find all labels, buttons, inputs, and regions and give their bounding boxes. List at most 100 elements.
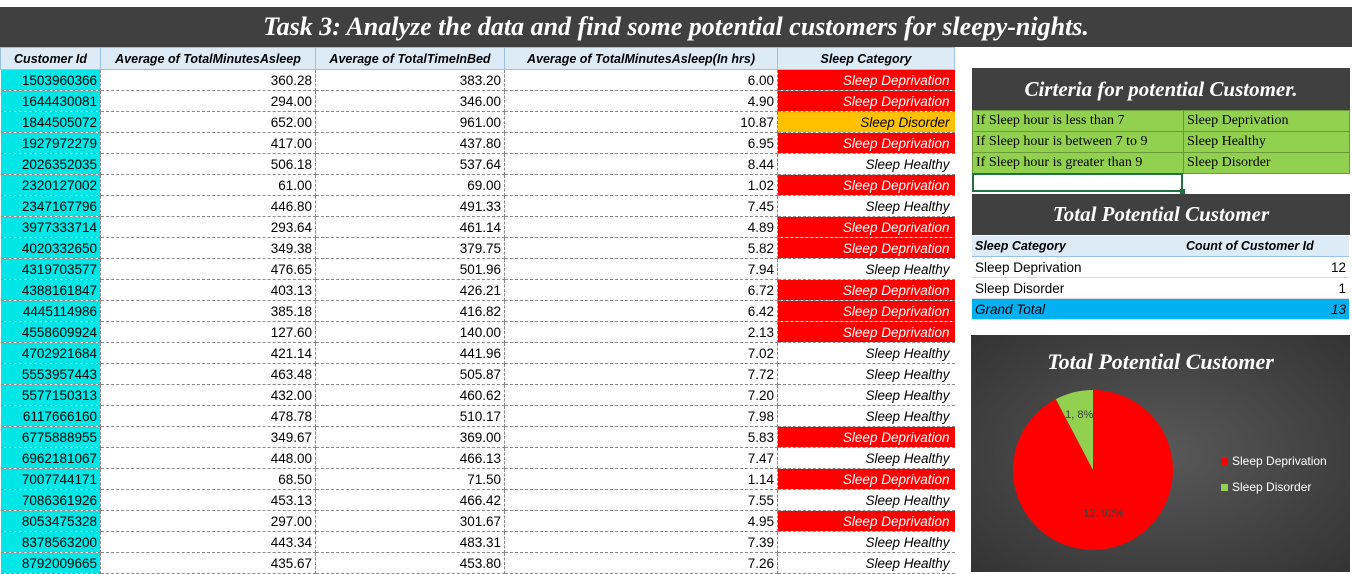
minutes-asleep-cell[interactable]: 478.78 bbox=[100, 405, 316, 427]
minutes-asleep-cell[interactable]: 68.50 bbox=[100, 468, 316, 490]
hours-asleep-cell[interactable]: 6.42 bbox=[504, 300, 778, 322]
header-avg-hours-asleep[interactable]: Average of TotalMinutesAsleep(In hrs) bbox=[504, 47, 778, 70]
sleep-category-cell[interactable]: Sleep Deprivation bbox=[777, 90, 955, 112]
hours-asleep-cell[interactable]: 7.20 bbox=[504, 384, 778, 406]
time-in-bed-cell[interactable]: 383.20 bbox=[315, 69, 505, 91]
minutes-asleep-cell[interactable]: 476.65 bbox=[100, 258, 316, 280]
time-in-bed-cell[interactable]: 510.17 bbox=[315, 405, 505, 427]
customer-id-cell[interactable]: 4558609924 bbox=[0, 321, 101, 343]
customer-id-cell[interactable]: 8378563200 bbox=[0, 531, 101, 553]
sleep-category-cell[interactable]: Sleep Disorder bbox=[777, 111, 955, 133]
pivot-title[interactable]: Total Potential Customer bbox=[972, 194, 1350, 235]
customer-id-cell[interactable]: 4319703577 bbox=[0, 258, 101, 280]
sleep-category-cell[interactable]: Sleep Deprivation bbox=[777, 510, 955, 532]
minutes-asleep-cell[interactable]: 443.34 bbox=[100, 531, 316, 553]
customer-id-cell[interactable]: 2026352035 bbox=[0, 153, 101, 175]
sleep-category-cell[interactable]: Sleep Healthy bbox=[777, 153, 955, 175]
customer-id-cell[interactable]: 8053475328 bbox=[0, 510, 101, 532]
header-avg-time-in-bed[interactable]: Average of TotalTimeInBed bbox=[315, 47, 505, 70]
customer-id-cell[interactable]: 7007744171 bbox=[0, 468, 101, 490]
minutes-asleep-cell[interactable]: 453.13 bbox=[100, 489, 316, 511]
minutes-asleep-cell[interactable]: 506.18 bbox=[100, 153, 316, 175]
hours-asleep-cell[interactable]: 8.44 bbox=[504, 153, 778, 175]
customer-id-cell[interactable]: 5553957443 bbox=[0, 363, 101, 385]
pivot-header-category[interactable]: Sleep Category bbox=[972, 236, 1183, 257]
hours-asleep-cell[interactable]: 6.95 bbox=[504, 132, 778, 154]
time-in-bed-cell[interactable]: 537.64 bbox=[315, 153, 505, 175]
criteria-category-cell[interactable]: Sleep Healthy bbox=[1183, 131, 1350, 153]
criteria-condition-cell[interactable]: If Sleep hour is between 7 to 9 bbox=[972, 131, 1184, 153]
customer-id-cell[interactable]: 7086361926 bbox=[0, 489, 101, 511]
minutes-asleep-cell[interactable]: 349.67 bbox=[100, 426, 316, 448]
time-in-bed-cell[interactable]: 466.13 bbox=[315, 447, 505, 469]
sleep-category-cell[interactable]: Sleep Deprivation bbox=[777, 174, 955, 196]
minutes-asleep-cell[interactable]: 385.18 bbox=[100, 300, 316, 322]
pivot-count-cell[interactable]: 1 bbox=[1183, 277, 1349, 299]
minutes-asleep-cell[interactable]: 432.00 bbox=[100, 384, 316, 406]
time-in-bed-cell[interactable]: 301.67 bbox=[315, 510, 505, 532]
time-in-bed-cell[interactable]: 441.96 bbox=[315, 342, 505, 364]
customer-id-cell[interactable]: 4388161847 bbox=[0, 279, 101, 301]
hours-asleep-cell[interactable]: 2.13 bbox=[504, 321, 778, 343]
fill-handle[interactable] bbox=[1180, 189, 1185, 194]
customer-id-cell[interactable]: 4445114986 bbox=[0, 300, 101, 322]
pivot-category-cell[interactable]: Sleep Deprivation bbox=[972, 256, 1183, 278]
criteria-category-cell[interactable]: Sleep Deprivation bbox=[1183, 110, 1350, 132]
hours-asleep-cell[interactable]: 7.47 bbox=[504, 447, 778, 469]
time-in-bed-cell[interactable]: 416.82 bbox=[315, 300, 505, 322]
sleep-category-cell[interactable]: Sleep Deprivation bbox=[777, 216, 955, 238]
time-in-bed-cell[interactable]: 369.00 bbox=[315, 426, 505, 448]
hours-asleep-cell[interactable]: 7.55 bbox=[504, 489, 778, 511]
time-in-bed-cell[interactable]: 466.42 bbox=[315, 489, 505, 511]
sleep-category-cell[interactable]: Sleep Healthy bbox=[777, 552, 955, 574]
sleep-category-cell[interactable]: Sleep Deprivation bbox=[777, 132, 955, 154]
time-in-bed-cell[interactable]: 483.31 bbox=[315, 531, 505, 553]
legend-item-deprivation[interactable]: Sleep Deprivation bbox=[1221, 454, 1327, 468]
minutes-asleep-cell[interactable]: 463.48 bbox=[100, 363, 316, 385]
hours-asleep-cell[interactable]: 4.89 bbox=[504, 216, 778, 238]
minutes-asleep-cell[interactable]: 652.00 bbox=[100, 111, 316, 133]
time-in-bed-cell[interactable]: 346.00 bbox=[315, 90, 505, 112]
sleep-category-cell[interactable]: Sleep Healthy bbox=[777, 447, 955, 469]
pivot-count-cell[interactable]: 13 bbox=[1183, 298, 1349, 320]
customer-id-cell[interactable]: 4020332650 bbox=[0, 237, 101, 259]
minutes-asleep-cell[interactable]: 421.14 bbox=[100, 342, 316, 364]
time-in-bed-cell[interactable]: 140.00 bbox=[315, 321, 505, 343]
time-in-bed-cell[interactable]: 461.14 bbox=[315, 216, 505, 238]
customer-id-cell[interactable]: 5577150313 bbox=[0, 384, 101, 406]
minutes-asleep-cell[interactable]: 127.60 bbox=[100, 321, 316, 343]
customer-id-cell[interactable]: 1844505072 bbox=[0, 111, 101, 133]
pivot-count-cell[interactable]: 12 bbox=[1183, 256, 1349, 278]
hours-asleep-cell[interactable]: 7.45 bbox=[504, 195, 778, 217]
time-in-bed-cell[interactable]: 460.62 bbox=[315, 384, 505, 406]
customer-id-cell[interactable]: 2320127002 bbox=[0, 174, 101, 196]
sleep-category-cell[interactable]: Sleep Deprivation bbox=[777, 321, 955, 343]
time-in-bed-cell[interactable]: 501.96 bbox=[315, 258, 505, 280]
criteria-condition-cell[interactable]: If Sleep hour is greater than 9 bbox=[972, 152, 1184, 174]
sleep-category-cell[interactable]: Sleep Healthy bbox=[777, 489, 955, 511]
header-avg-minutes-asleep[interactable]: Average of TotalMinutesAsleep bbox=[100, 47, 316, 70]
header-sleep-category[interactable]: Sleep Category bbox=[777, 47, 955, 70]
sleep-category-cell[interactable]: Sleep Deprivation bbox=[777, 69, 955, 91]
minutes-asleep-cell[interactable]: 446.80 bbox=[100, 195, 316, 217]
time-in-bed-cell[interactable]: 426.21 bbox=[315, 279, 505, 301]
sleep-category-cell[interactable]: Sleep Deprivation bbox=[777, 426, 955, 448]
sleep-category-cell[interactable]: Sleep Healthy bbox=[777, 342, 955, 364]
customer-id-cell[interactable]: 8792009665 bbox=[0, 552, 101, 574]
criteria-condition-cell[interactable]: If Sleep hour is less than 7 bbox=[972, 110, 1184, 132]
hours-asleep-cell[interactable]: 4.90 bbox=[504, 90, 778, 112]
minutes-asleep-cell[interactable]: 448.00 bbox=[100, 447, 316, 469]
minutes-asleep-cell[interactable]: 417.00 bbox=[100, 132, 316, 154]
pie-chart[interactable]: Total Potential Customer 12, 92% 1, 8% Sl… bbox=[971, 335, 1350, 572]
task-banner[interactable]: Task 3: Analyze the data and find some p… bbox=[0, 7, 1352, 47]
pivot-category-cell[interactable]: Sleep Disorder bbox=[972, 277, 1183, 299]
time-in-bed-cell[interactable]: 379.75 bbox=[315, 237, 505, 259]
hours-asleep-cell[interactable]: 7.02 bbox=[504, 342, 778, 364]
hours-asleep-cell[interactable]: 1.02 bbox=[504, 174, 778, 196]
minutes-asleep-cell[interactable]: 435.67 bbox=[100, 552, 316, 574]
active-cell-selection[interactable] bbox=[972, 173, 1183, 192]
sleep-category-cell[interactable]: Sleep Deprivation bbox=[777, 468, 955, 490]
sleep-category-cell[interactable]: Sleep Deprivation bbox=[777, 237, 955, 259]
minutes-asleep-cell[interactable]: 403.13 bbox=[100, 279, 316, 301]
pivot-header-count[interactable]: Count of Customer Id bbox=[1183, 236, 1349, 257]
